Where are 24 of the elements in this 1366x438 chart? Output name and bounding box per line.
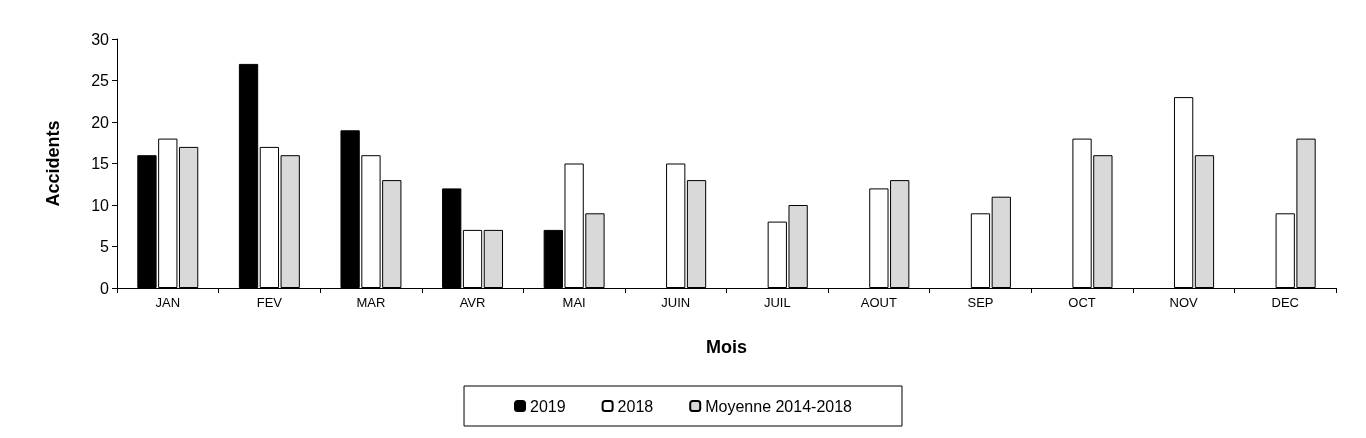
- x-tick-label: AVR: [459, 295, 486, 310]
- x-axis-title: Mois: [705, 337, 748, 357]
- x-tick-label: JUIN: [661, 295, 691, 310]
- y-tick-label: 25: [91, 72, 110, 89]
- x-tick-label: OCT: [1068, 295, 1096, 310]
- x-tick-label: MAI: [562, 295, 586, 310]
- x-tick-label: DEC: [1271, 295, 1299, 310]
- x-tick-label: JUIL: [763, 295, 791, 310]
- y-tick-label: 15: [91, 155, 110, 172]
- y-tick-label: 20: [91, 113, 110, 131]
- y-tick-label: 10: [91, 196, 110, 214]
- y-tick-label: 0: [100, 279, 110, 297]
- legend-label: Moyenne 2014-2018: [705, 397, 853, 415]
- x-tick-label: SEP: [967, 295, 994, 310]
- x-tick-label: FEV: [256, 295, 283, 310]
- x-tick-label: AOUT: [860, 295, 897, 310]
- legend-label: 2019: [530, 397, 566, 415]
- x-tick-label: JAN: [155, 295, 181, 310]
- y-tick-label: 30: [91, 30, 110, 48]
- x-tick-label: MAR: [356, 295, 386, 310]
- x-tick-label: NOV: [1169, 295, 1199, 310]
- y-tick-label: 5: [100, 238, 110, 255]
- legend-label: 2018: [617, 397, 654, 415]
- y-axis-title: Accidents: [43, 120, 63, 207]
